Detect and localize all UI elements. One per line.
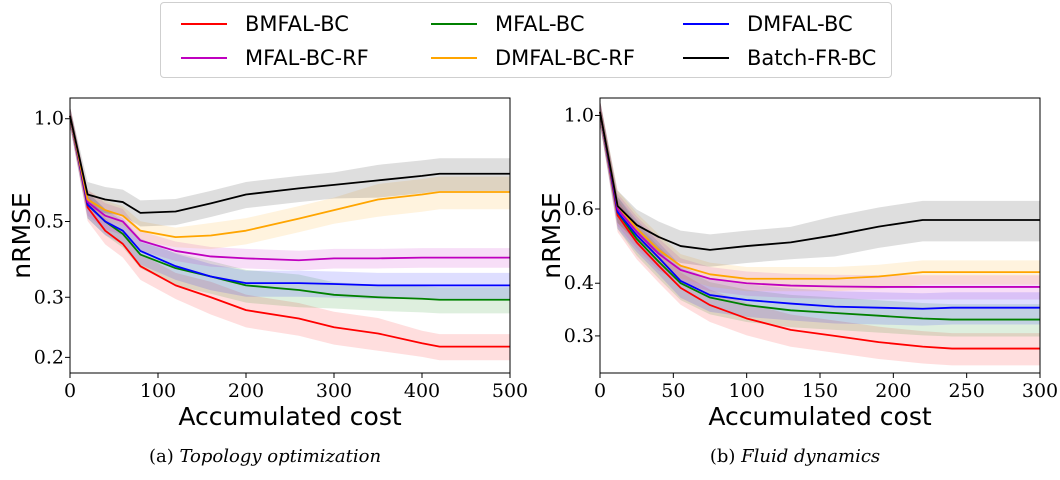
legend-swatch-batch-fr-bc [683, 57, 729, 59]
y-tick-label: 0.6 [564, 198, 594, 220]
band-batch-fr-bc [70, 106, 510, 227]
legend-swatch-mfal-bc-rf [181, 57, 227, 59]
caption-a-prefix: (a) [148, 446, 180, 467]
legend-item-mfal-bc-rf: MFAL-BC-RF [181, 43, 369, 73]
legend-label: BMFAL-BC [245, 12, 349, 36]
legend-item-bmfal-bc: BMFAL-BC [181, 9, 349, 39]
legend-label: MFAL-BC-RF [245, 46, 369, 70]
caption-b: (b) Fluid dynamics [710, 446, 880, 467]
x-tick-label: 400 [404, 380, 440, 402]
x-tick-label: 100 [729, 380, 765, 402]
legend-item-batch-fr-bc: Batch-FR-BC [683, 43, 876, 73]
band-mfal-bc [600, 100, 1040, 337]
legend-swatch-mfal-bc [431, 23, 477, 25]
y-tick-label: 0.5 [34, 211, 64, 233]
legend-label: Batch-FR-BC [747, 46, 877, 70]
series-line-mfal-bc-rf [599, 111, 1040, 288]
y-tick-label: 0.3 [34, 286, 64, 308]
caption-a-title: Topology optimization [179, 446, 382, 467]
legend: BMFAL-BC MFAL-BC DMFAL-BC MFAL-BC-RF DMF… [160, 2, 892, 78]
caption-a: (a) Topology optimization [149, 446, 381, 467]
legend-label: DMFAL-BC-RF [495, 46, 635, 70]
band-mfal-bc-rf [70, 106, 510, 271]
y-tick-label: 1.0 [564, 104, 594, 126]
x-tick-label: 300 [316, 380, 352, 402]
series-line-dmfal-bc-rf [69, 115, 510, 239]
x-tick-label: 200 [875, 380, 911, 402]
x-axis-label: Accumulated cost [178, 402, 402, 431]
band-batch-fr-bc [600, 100, 1040, 267]
band-mfal-bc [70, 106, 510, 314]
legend-item-mfal-bc: MFAL-BC [431, 9, 585, 39]
series-line-batch-fr-bc [599, 111, 1040, 251]
band-bmfal-bc [70, 106, 510, 361]
series-line-batch-fr-bc [69, 115, 510, 214]
band-dmfal-bc-rf [600, 100, 1040, 292]
series-line-dmfal-bc [599, 111, 1040, 310]
x-tick-label: 0 [594, 380, 606, 402]
legend-label: MFAL-BC [495, 12, 585, 36]
y-tick-label: 1.0 [34, 108, 64, 130]
legend-label: DMFAL-BC [747, 12, 853, 36]
legend-swatch-dmfal-bc [683, 23, 729, 25]
band-mfal-bc-rf [600, 100, 1040, 300]
band-dmfal-bc [600, 100, 1040, 326]
legend-item-dmfal-bc-rf: DMFAL-BC-RF [431, 43, 635, 73]
series-line-mfal-bc [599, 111, 1040, 321]
y-axis-label: nRMSE [7, 192, 36, 278]
x-tick-label: 250 [949, 380, 985, 402]
legend-swatch-dmfal-bc-rf [431, 57, 477, 59]
chart-topology-optimization: 0 100 200 300 400 500 1.0 0.5 0.3 0.2 Accumulated … [7, 97, 528, 431]
band-dmfal-bc-rf [70, 106, 510, 250]
x-tick-label: 500 [492, 380, 528, 402]
x-tick-label: 100 [140, 380, 176, 402]
series-line-dmfal-bc-rf [599, 111, 1040, 280]
series-line-bmfal-bc [599, 111, 1040, 350]
plot-frame [69, 97, 511, 374]
x-axis-label: Accumulated cost [708, 402, 932, 431]
y-tick-label: 0.2 [34, 346, 64, 368]
legend-item-dmfal-bc: DMFAL-BC [683, 9, 853, 39]
series-line-mfal-bc-rf [69, 115, 510, 262]
series-line-bmfal-bc [69, 115, 510, 348]
band-bmfal-bc [600, 100, 1040, 366]
y-axis-label: nRMSE [537, 192, 566, 278]
y-tick-label: 0.3 [564, 325, 594, 347]
caption-b-title: Fluid dynamics [741, 446, 881, 467]
x-tick-label: 50 [661, 380, 685, 402]
x-tick-label: 150 [802, 380, 838, 402]
series-line-dmfal-bc [69, 115, 510, 287]
x-tick-label: 0 [64, 380, 76, 402]
y-tick-label: 0.4 [564, 272, 594, 294]
legend-swatch-bmfal-bc [181, 23, 227, 25]
x-tick-label: 300 [1022, 380, 1058, 402]
x-tick-label: 200 [228, 380, 264, 402]
band-dmfal-bc [70, 106, 510, 300]
caption-b-prefix: (b) [709, 446, 742, 467]
chart-fluid-dynamics: 0 50 100 150 200 250 300 1.0 0.6 0.4 0.3 Accumulate… [537, 97, 1058, 431]
